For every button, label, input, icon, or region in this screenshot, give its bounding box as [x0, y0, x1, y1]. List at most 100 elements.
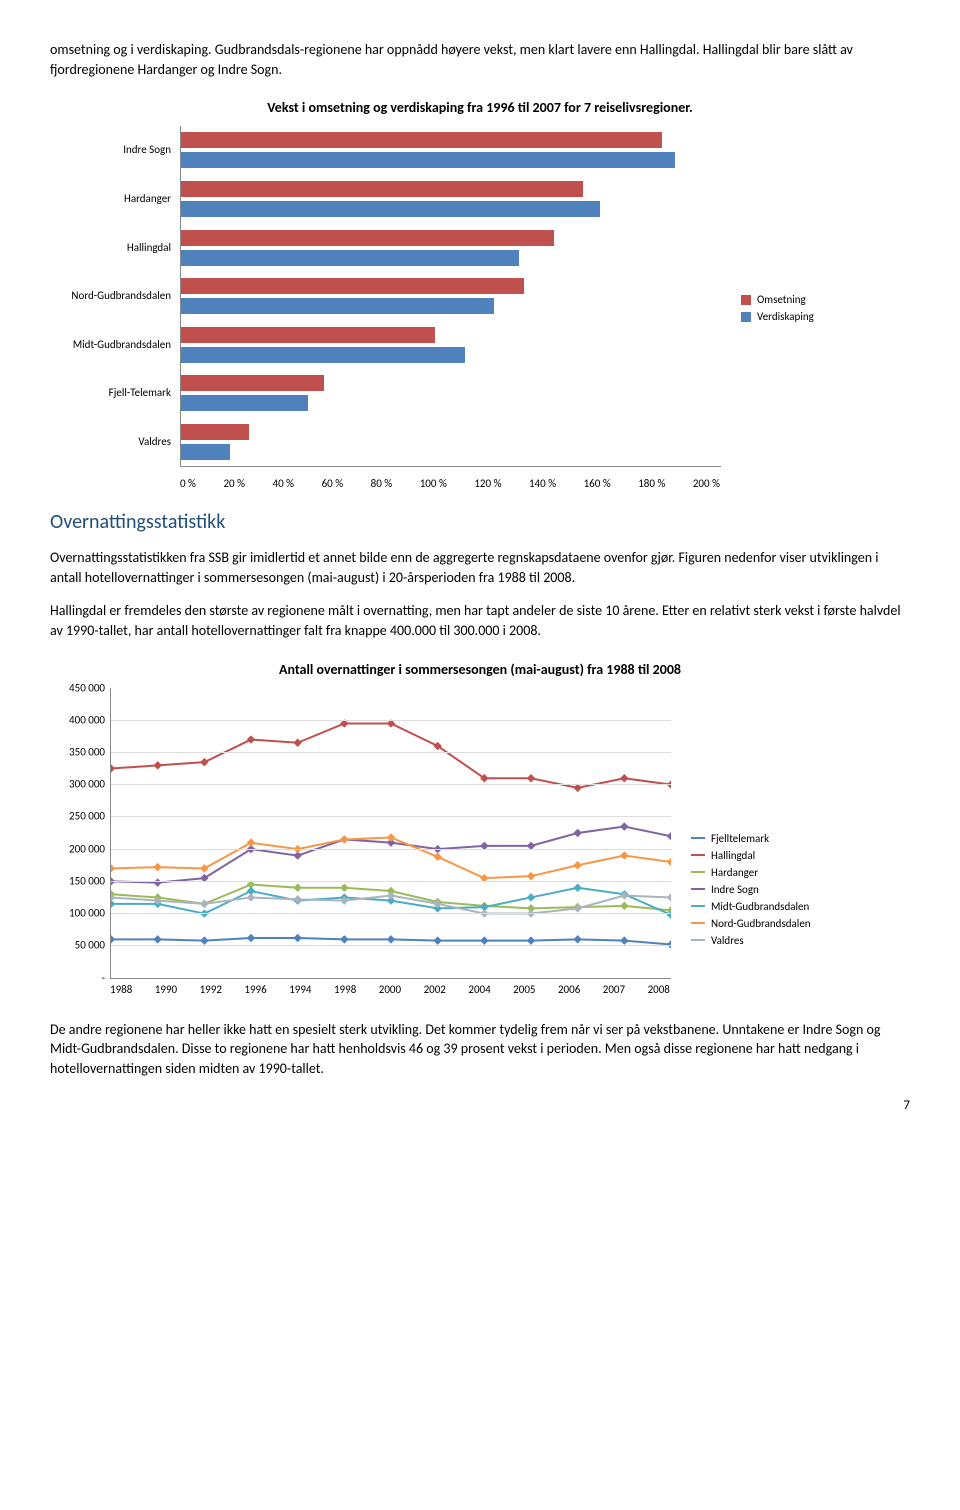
- x-tick: 1996: [244, 983, 266, 996]
- x-tick: 1994: [289, 983, 311, 996]
- x-tick: 160 %: [584, 477, 611, 490]
- x-tick: 20 %: [223, 477, 245, 490]
- bar-label: Valdres: [46, 435, 171, 448]
- bar-row: Indre Sogn: [181, 126, 721, 175]
- series-marker: [387, 935, 395, 943]
- series-marker: [200, 899, 208, 907]
- x-tick: 180 %: [638, 477, 665, 490]
- series-marker: [247, 838, 255, 846]
- chart2-legend: Fjelltelemark Hallingdal Hardanger Indre So…: [691, 828, 811, 951]
- bar-omsetning: [181, 230, 554, 246]
- x-tick: 0 %: [180, 477, 196, 490]
- x-tick: 120 %: [474, 477, 501, 490]
- bar-label: Midt-Gudbrandsdalen: [46, 338, 171, 351]
- x-tick: 2000: [379, 983, 401, 996]
- x-tick: 2004: [468, 983, 490, 996]
- bar-label: Hallingdal: [46, 241, 171, 254]
- legend-label: Hallingdal: [711, 849, 755, 862]
- x-tick: 100 %: [420, 477, 447, 490]
- x-tick: 1990: [155, 983, 177, 996]
- series-marker: [247, 893, 255, 901]
- series-marker: [153, 862, 161, 870]
- series-marker: [111, 935, 115, 943]
- series-marker: [573, 883, 581, 891]
- page-number: 7: [50, 1098, 910, 1113]
- legend-item: Indre Sogn: [691, 883, 811, 896]
- legend-item: Valdres: [691, 934, 811, 947]
- series-marker: [667, 893, 671, 901]
- legend-line-swatch: [691, 854, 705, 856]
- bar-verdiskaping: [181, 152, 675, 168]
- series-marker: [573, 904, 581, 912]
- series-marker: [573, 861, 581, 869]
- series-marker: [387, 833, 395, 841]
- legend-line-swatch: [691, 888, 705, 890]
- legend-label: Hardanger: [711, 866, 758, 879]
- series-marker: [620, 774, 628, 782]
- legend-swatch-verdiskaping: [741, 312, 751, 322]
- bar-omsetning: [181, 132, 662, 148]
- series-marker: [573, 828, 581, 836]
- x-tick: 140 %: [529, 477, 556, 490]
- series-marker: [293, 933, 301, 941]
- legend-label: Fjelltelemark: [711, 832, 769, 845]
- x-tick: 2002: [424, 983, 446, 996]
- y-tick: 350 000: [69, 746, 105, 759]
- series-line: [111, 723, 671, 787]
- bar-verdiskaping: [181, 201, 600, 217]
- bar-label: Fjell-Telemark: [46, 386, 171, 399]
- y-tick: 50 000: [75, 939, 105, 952]
- bar-row: Nord-Gudbrandsdalen: [181, 272, 721, 321]
- bar-omsetning: [181, 278, 524, 294]
- y-tick: 300 000: [69, 778, 105, 791]
- x-tick: 60 %: [322, 477, 344, 490]
- bar-verdiskaping: [181, 395, 308, 411]
- series-marker: [247, 735, 255, 743]
- x-tick: 1998: [334, 983, 356, 996]
- bar-verdiskaping: [181, 444, 230, 460]
- bar-omsetning: [181, 375, 324, 391]
- chart2-title: Antall overnattinger i sommersesongen (m…: [50, 661, 910, 678]
- bar-verdiskaping: [181, 347, 465, 363]
- bar-omsetning: [181, 181, 583, 197]
- paragraph-2: Overnattingsstatistikken fra SSB gir imi…: [50, 548, 910, 587]
- legend-label: Indre Sogn: [711, 883, 759, 896]
- series-marker: [620, 936, 628, 944]
- bar-row: Valdres: [181, 418, 721, 467]
- legend-swatch-omsetning: [741, 295, 751, 305]
- intro-paragraph: omsetning og i verdiskaping. Gudbrandsda…: [50, 40, 910, 79]
- x-tick: 2006: [558, 983, 580, 996]
- legend-line-swatch: [691, 939, 705, 941]
- series-marker: [293, 883, 301, 891]
- legend-item: Fjelltelemark: [691, 832, 811, 845]
- y-tick: 400 000: [69, 713, 105, 726]
- bar-omsetning: [181, 327, 435, 343]
- series-marker: [433, 852, 441, 860]
- series-marker: [153, 878, 161, 886]
- legend-label-verdiskaping: Verdiskaping: [757, 310, 814, 323]
- y-tick: -: [102, 971, 105, 984]
- x-tick: 1992: [200, 983, 222, 996]
- x-tick: 2005: [513, 983, 535, 996]
- bar-label: Hardanger: [46, 192, 171, 205]
- bar-row: Midt-Gudbrandsdalen: [181, 320, 721, 369]
- bar-row: Hallingdal: [181, 223, 721, 272]
- series-marker: [667, 940, 671, 948]
- y-tick: 250 000: [69, 810, 105, 823]
- x-tick: 1988: [110, 983, 132, 996]
- series-marker: [620, 891, 628, 899]
- legend-label: Midt-Gudbrandsdalen: [711, 900, 809, 913]
- chart1-legend: Omsetning Verdiskaping: [741, 289, 814, 327]
- series-marker: [200, 864, 208, 872]
- series-marker: [433, 936, 441, 944]
- series-marker: [247, 933, 255, 941]
- legend-item: Hallingdal: [691, 849, 811, 862]
- paragraph-3: Hallingdal er fremdeles den største av r…: [50, 601, 910, 640]
- x-tick: 2008: [648, 983, 670, 996]
- legend-line-swatch: [691, 922, 705, 924]
- legend-line-swatch: [691, 905, 705, 907]
- bar-verdiskaping: [181, 250, 519, 266]
- y-tick: 450 000: [69, 681, 105, 694]
- series-marker: [200, 936, 208, 944]
- series-marker: [573, 935, 581, 943]
